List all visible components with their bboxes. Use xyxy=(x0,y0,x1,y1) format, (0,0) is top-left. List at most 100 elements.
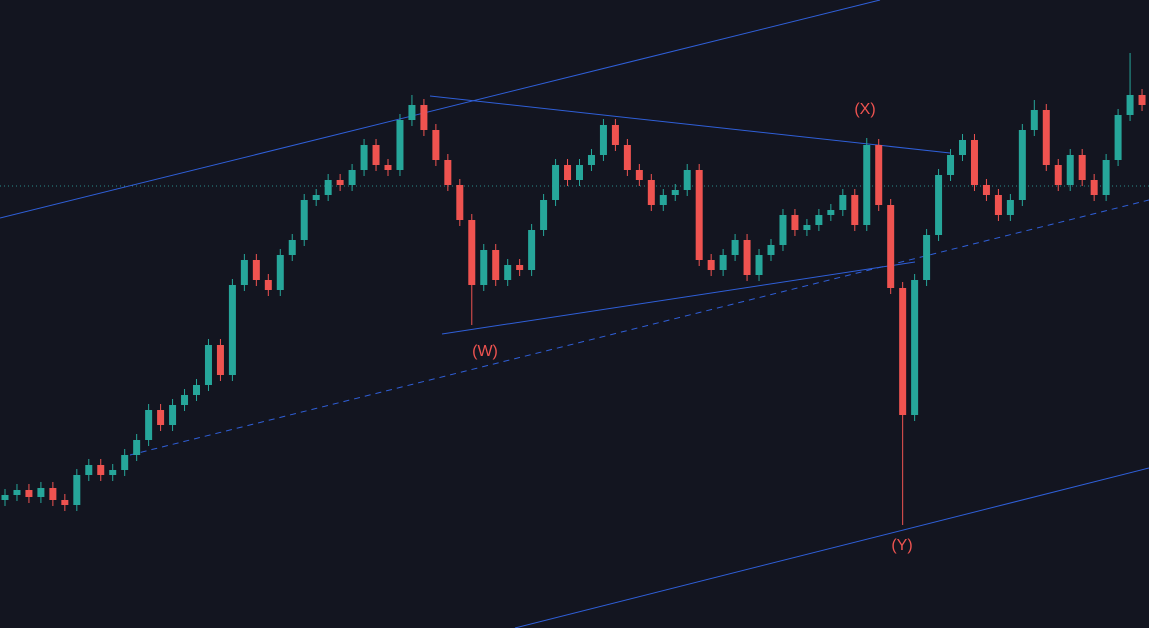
channel-bottom xyxy=(514,467,1149,628)
candle-body xyxy=(1,495,9,500)
candle-body xyxy=(181,395,189,405)
candle-body xyxy=(193,385,200,395)
candle-body xyxy=(779,215,787,245)
candle-body xyxy=(432,130,440,160)
candle-body xyxy=(492,250,500,280)
candle-body xyxy=(252,260,260,280)
candle-body xyxy=(982,185,990,195)
candle-body xyxy=(827,210,835,215)
candle-body xyxy=(1090,180,1098,195)
candle-body xyxy=(1066,155,1074,185)
candle-body xyxy=(899,288,907,415)
candle-body xyxy=(204,345,212,385)
candle-body xyxy=(1138,95,1146,105)
candle-body xyxy=(300,200,308,240)
candle-body xyxy=(671,190,679,195)
candle-body xyxy=(480,250,488,285)
channel-top xyxy=(0,0,881,219)
wave-label: (W) xyxy=(472,343,498,360)
candle-body xyxy=(13,490,21,495)
candle-body xyxy=(755,255,763,275)
candle-body xyxy=(360,145,368,170)
candle-body xyxy=(73,475,81,505)
candle-body xyxy=(564,165,572,180)
candle-body xyxy=(264,280,272,290)
candle-body xyxy=(791,215,799,230)
candle-body xyxy=(863,145,871,225)
candle-body xyxy=(731,240,739,255)
candle-body xyxy=(1030,110,1038,130)
candle-body xyxy=(396,120,404,170)
candle-body xyxy=(1114,115,1122,160)
candle-body xyxy=(145,410,153,440)
candle-body xyxy=(504,265,512,280)
candle-body xyxy=(576,165,583,180)
candle-body xyxy=(85,465,93,475)
candle-body xyxy=(109,470,117,475)
candle-body xyxy=(540,200,548,230)
candle-body xyxy=(851,195,859,225)
candle-body xyxy=(1078,155,1086,180)
candle-body xyxy=(959,140,966,155)
candle-body xyxy=(911,280,919,415)
candle-body xyxy=(923,235,931,280)
candle-body xyxy=(970,140,978,185)
candle-body xyxy=(1054,165,1062,185)
candle-body xyxy=(49,488,57,500)
candle-body xyxy=(240,260,248,285)
candle-body xyxy=(324,180,332,195)
candle-body xyxy=(37,488,45,497)
candle-body xyxy=(420,105,428,130)
candle-body xyxy=(276,255,284,290)
candle-body xyxy=(169,405,177,425)
candle-body xyxy=(516,265,524,270)
candle-body xyxy=(695,170,703,260)
candle-body xyxy=(803,225,811,230)
candle-body xyxy=(228,285,236,375)
candle-body xyxy=(719,255,727,270)
candle-body xyxy=(444,160,452,185)
candle-body xyxy=(121,455,129,470)
candle-body xyxy=(336,180,344,185)
candle-body xyxy=(1006,200,1014,215)
candle-body xyxy=(623,145,631,170)
candle-body xyxy=(611,125,619,145)
candle-body xyxy=(1126,95,1134,115)
candle-body xyxy=(384,165,392,170)
candle-body xyxy=(1102,160,1110,195)
wave-label: (Y) xyxy=(891,537,912,554)
candle-body xyxy=(994,195,1002,215)
candle-body xyxy=(743,240,751,275)
triangle-top xyxy=(429,95,951,154)
candle-body xyxy=(408,105,416,120)
candle-body xyxy=(815,215,823,225)
candle-body xyxy=(683,170,691,190)
candle-body xyxy=(1018,130,1026,200)
candle-body xyxy=(647,180,655,205)
candle-body xyxy=(635,170,643,180)
candle-body xyxy=(133,440,141,455)
candle-body xyxy=(348,170,356,185)
candle-body xyxy=(288,240,296,255)
candle-body xyxy=(468,220,476,285)
candle-body xyxy=(599,125,607,155)
candle-body xyxy=(767,245,775,255)
candle-body xyxy=(659,195,667,205)
candle-body xyxy=(312,195,320,200)
candle-body xyxy=(707,260,715,270)
candle-body xyxy=(552,165,560,200)
candle-body xyxy=(935,175,943,235)
wave-label: (X) xyxy=(854,101,875,118)
candle-body xyxy=(372,145,380,165)
candle-body xyxy=(97,465,105,475)
candle-body xyxy=(216,345,224,375)
candle-body xyxy=(887,205,895,288)
candle-body xyxy=(839,195,847,210)
candle-body xyxy=(25,490,33,497)
candle-body xyxy=(456,185,464,220)
candle-body xyxy=(587,155,595,165)
candle-body xyxy=(528,230,536,270)
candle-body xyxy=(1042,110,1050,165)
candles xyxy=(1,53,1146,525)
